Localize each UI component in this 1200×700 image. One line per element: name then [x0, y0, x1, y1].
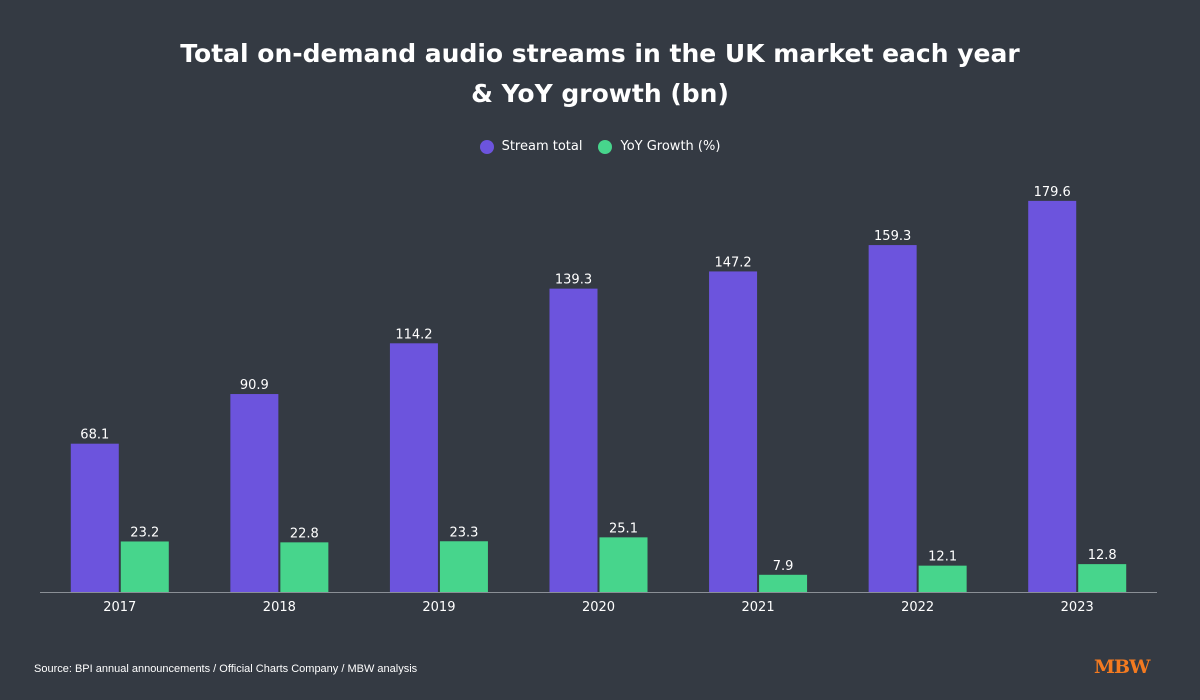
x-tick-label-2022: 2022	[901, 600, 934, 615]
bar-yoy-growth-2020[interactable]	[599, 537, 648, 592]
data-label-stream-total-2018: 90.9	[240, 378, 269, 393]
legend-item-yoy-growth[interactable]: YoY Growth (%)	[598, 139, 720, 154]
mbw-logo: MBW	[1094, 656, 1150, 678]
bar-stream-total-2017[interactable]	[70, 443, 119, 592]
x-tick-label-2020: 2020	[582, 600, 615, 615]
bar-stream-total-2020[interactable]	[549, 288, 598, 592]
bar-stream-total-2019[interactable]	[389, 343, 438, 592]
x-tick-label-2021: 2021	[742, 600, 775, 615]
chart-legend: Stream total YoY Growth (%)	[0, 139, 1200, 154]
bar-yoy-growth-2017[interactable]	[120, 541, 169, 592]
data-label-stream-total-2023: 179.6	[1034, 185, 1071, 200]
data-label-stream-total-2017: 68.1	[80, 428, 109, 443]
bar-yoy-growth-2021[interactable]	[759, 574, 808, 592]
bar-stream-total-2021[interactable]	[709, 271, 758, 592]
data-label-yoy-growth-2021: 7.9	[773, 559, 794, 574]
data-label-stream-total-2020: 139.3	[555, 273, 592, 288]
bar-yoy-growth-2018[interactable]	[280, 542, 329, 592]
chart-title: Total on-demand audio streams in the UK …	[0, 34, 1200, 114]
data-label-stream-total-2021: 147.2	[714, 255, 751, 270]
legend-item-stream-total[interactable]: Stream total	[479, 139, 583, 154]
legend-swatch-stream-total	[479, 139, 494, 154]
chart-title-line-2: & YoY growth (bn)	[471, 79, 729, 108]
legend-label-stream-total: Stream total	[501, 139, 583, 154]
chart-title-line-1: Total on-demand audio streams in the UK …	[180, 39, 1020, 68]
data-label-stream-total-2022: 159.3	[874, 229, 911, 244]
source-note: Source: BPI annual announcements / Offic…	[34, 663, 418, 675]
data-label-yoy-growth-2019: 23.3	[449, 525, 478, 540]
bar-stream-total-2018[interactable]	[230, 394, 279, 592]
bar-stream-total-2023[interactable]	[1028, 200, 1077, 593]
data-label-stream-total-2019: 114.2	[395, 327, 432, 342]
bar-yoy-growth-2022[interactable]	[918, 565, 967, 592]
x-tick-label-2017: 2017	[103, 600, 136, 615]
data-label-yoy-growth-2020: 25.1	[609, 521, 638, 536]
data-label-yoy-growth-2022: 12.1	[928, 550, 957, 565]
bar-yoy-growth-2023[interactable]	[1078, 564, 1127, 592]
x-tick-label-2019: 2019	[422, 600, 455, 615]
legend-label-yoy-growth: YoY Growth (%)	[620, 139, 721, 154]
data-label-yoy-growth-2023: 12.8	[1088, 548, 1117, 563]
x-tick-label-2023: 2023	[1061, 600, 1094, 615]
bar-stream-total-2022[interactable]	[868, 245, 917, 592]
data-label-yoy-growth-2018: 22.8	[290, 526, 319, 541]
data-label-yoy-growth-2017: 23.2	[130, 525, 159, 540]
bar-yoy-growth-2019[interactable]	[439, 541, 488, 592]
x-tick-label-2018: 2018	[263, 600, 296, 615]
legend-swatch-yoy-growth	[598, 139, 613, 154]
